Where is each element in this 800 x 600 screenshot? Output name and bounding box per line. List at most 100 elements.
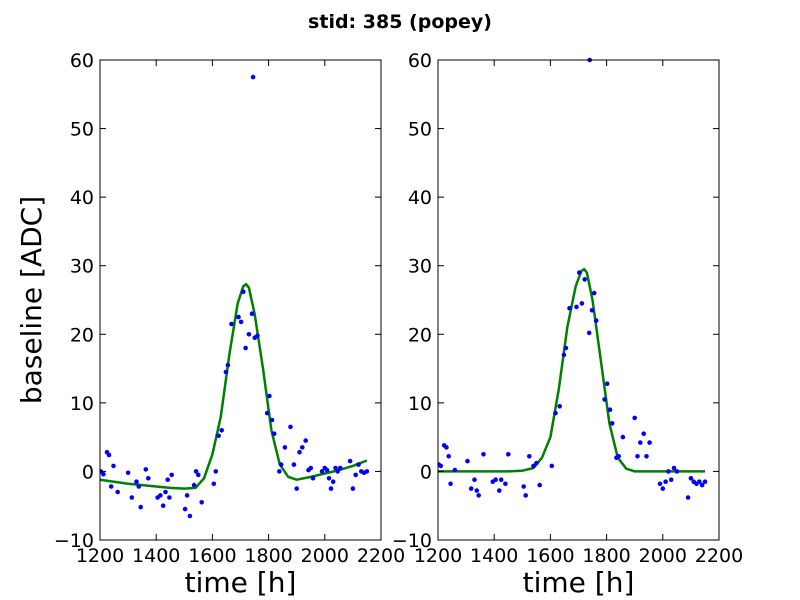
data-point [553, 410, 558, 416]
data-point [216, 433, 221, 439]
data-point [448, 481, 453, 487]
y-tick-label: 50 [408, 119, 432, 141]
axes-frame [437, 59, 720, 541]
data-point [324, 467, 330, 473]
data-point [319, 469, 325, 474]
data-point [364, 469, 370, 474]
data-point [333, 465, 338, 471]
data-point [213, 469, 219, 474]
data-point [146, 476, 151, 481]
data-point [586, 330, 592, 336]
y-tick-label: 0 [420, 461, 432, 483]
data-point [602, 397, 607, 402]
data-point [635, 454, 640, 459]
data-point [308, 465, 314, 471]
data-point [493, 477, 498, 483]
data-point [288, 424, 293, 430]
data-point [498, 477, 504, 483]
x-tick-label: 1800 [244, 545, 292, 567]
data-point [663, 479, 668, 485]
data-point [674, 469, 680, 474]
data-point [211, 481, 217, 487]
data-point [671, 465, 677, 471]
y-tick-label: 30 [408, 256, 432, 278]
data-point [158, 493, 163, 498]
data-point [241, 289, 246, 295]
data-point [582, 277, 587, 282]
data-point [246, 332, 252, 337]
y-tick-label: −10 [392, 530, 432, 552]
data-point [697, 479, 702, 485]
data-point [255, 333, 260, 339]
data-point [165, 477, 170, 483]
data-point [563, 345, 569, 351]
data-point [527, 454, 532, 459]
data-point [143, 467, 149, 472]
data-point [111, 463, 116, 469]
data-point [291, 462, 297, 467]
data-point [196, 472, 201, 478]
data-point [101, 471, 106, 477]
data-point [647, 440, 652, 445]
data-point [577, 270, 582, 275]
data-point [641, 431, 646, 437]
data-point [264, 410, 270, 416]
data-point [238, 319, 244, 325]
data-point [347, 458, 353, 464]
data-point [620, 434, 626, 440]
data-point [271, 431, 277, 437]
data-point [350, 486, 356, 491]
data-point [326, 476, 332, 481]
left-panel: 1200 1400 1600 1800 2000 2200 −10 0 10 20 30 40 50 60… [54, 50, 405, 599]
data-point [699, 482, 705, 488]
x-tick-label: 2000 [301, 545, 349, 567]
data-point [184, 493, 190, 498]
data-point [106, 452, 112, 458]
data-point [521, 484, 526, 489]
data-point [353, 472, 359, 478]
data-point [604, 381, 610, 387]
data-point [182, 506, 188, 512]
data-point [574, 304, 579, 310]
data-point [668, 477, 674, 483]
data-point [666, 469, 671, 474]
data-point [249, 311, 255, 317]
data-point [632, 415, 637, 421]
data-point [330, 479, 336, 485]
plot-area [438, 57, 708, 500]
y-tick-label: 60 [70, 50, 94, 72]
data-point [549, 463, 555, 469]
data-point [657, 481, 663, 487]
data-point [537, 482, 542, 488]
data-point [338, 465, 343, 471]
data-point [267, 393, 272, 399]
data-point [297, 449, 302, 455]
data-point [223, 369, 229, 375]
data-point [356, 462, 361, 467]
data-point [134, 479, 139, 485]
plot-area [100, 74, 370, 519]
y-axis-label: baseline [ADC] [15, 196, 48, 404]
y-tick-label: 20 [70, 324, 94, 346]
data-point [468, 486, 474, 491]
data-point [557, 404, 562, 409]
data-point [236, 314, 241, 320]
y-tick-label: 60 [408, 50, 432, 72]
data-point [294, 486, 300, 491]
data-point [303, 438, 309, 443]
data-point [497, 488, 502, 493]
data-point [219, 428, 224, 433]
data-point [589, 308, 595, 313]
data-point [644, 454, 649, 459]
data-point [503, 481, 508, 487]
data-point [136, 484, 142, 489]
data-point [474, 488, 480, 493]
data-point [125, 470, 131, 476]
data-point [115, 489, 120, 495]
y-tick-label: 0 [82, 461, 94, 483]
data-point [472, 477, 477, 483]
data-point [108, 484, 114, 489]
fit-curve [438, 267, 705, 473]
data-point [250, 74, 256, 80]
data-point [609, 421, 615, 426]
